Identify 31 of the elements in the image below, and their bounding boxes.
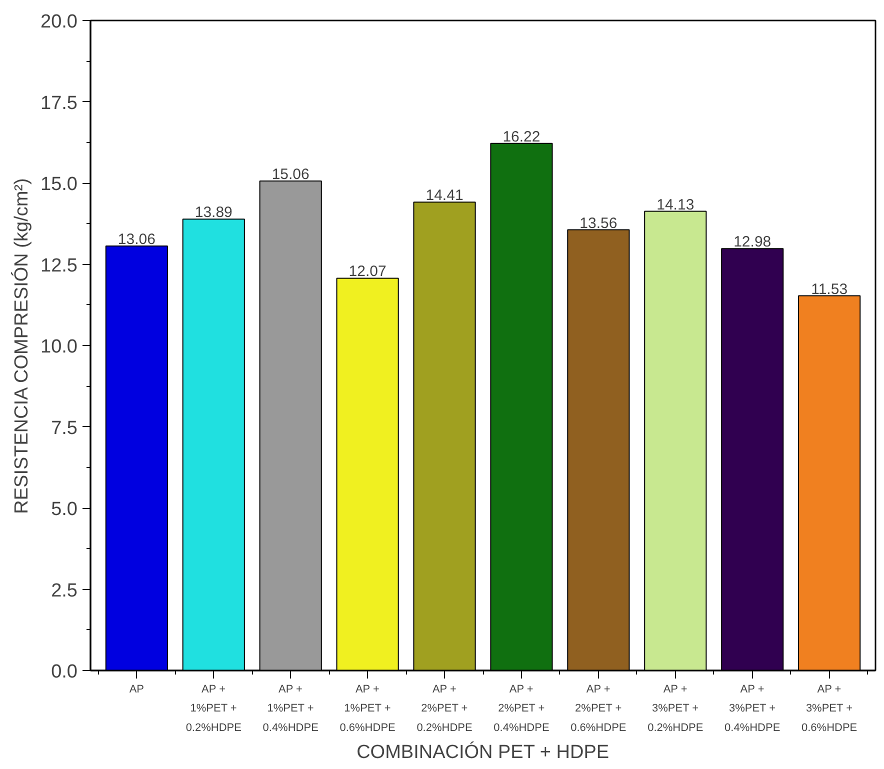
x-tick-label: AP + 1%PET + 0.4%HDPE [262,684,318,734]
data-label: 14.41 [426,187,464,204]
y-axis-title: RESISTENCIA COMPRESIÓN (kg/cm²) [10,178,33,514]
y-tick-label: 0.0 [51,662,78,682]
y-tick-label: 10.0 [40,336,78,358]
data-label: 13.56 [580,214,618,232]
data-label: 13.06 [118,231,156,248]
y-tick-label: 2.5 [51,580,78,602]
x-tick-label: AP + 1%PET + 0.6%HDPE [340,684,396,734]
x-tick-label: AP + 2%PET + 0.4%HDPE [494,684,550,734]
x-tick-label: AP + 3%PET + 0.6%HDPE [802,684,858,734]
data-label: 11.53 [811,280,848,298]
y-tick-label: 5.0 [51,499,78,520]
y-tick-label: 17.5 [40,92,78,114]
y-tick-label: 15.0 [40,174,78,195]
x-tick-label: AP + 2%PET + 0.2%HDPE [416,684,472,734]
x-tick-label: AP + 3%PET + 0.4%HDPE [724,684,780,734]
data-label: 13.89 [194,204,232,222]
y-tick-label: 12.5 [40,255,78,276]
x-axis-title: COMBINACIÓN PET + HDPE [356,740,610,763]
y-tick-label: 20.0 [40,12,78,32]
data-label: 16.22 [502,128,540,146]
x-tick-label: AP + 1%PET + 0.2%HDPE [186,684,242,734]
y-tick-label: 7.5 [51,418,78,439]
data-label: 12.98 [734,234,772,251]
x-tick-label: AP [129,684,144,696]
data-label: 15.06 [272,166,310,184]
x-tick-label: AP + 2%PET + 0.6%HDPE [570,684,626,734]
data-label: 12.07 [348,263,386,280]
x-tick-label: AP + 3%PET + 0.2%HDPE [648,684,704,734]
data-label: 14.13 [656,196,694,214]
